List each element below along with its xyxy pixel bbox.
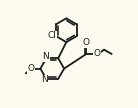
Text: O: O	[94, 49, 101, 59]
Text: N: N	[42, 52, 49, 61]
Text: Cl: Cl	[48, 31, 57, 40]
Text: O: O	[28, 64, 35, 73]
Text: N: N	[41, 75, 48, 84]
Text: O: O	[83, 38, 90, 47]
